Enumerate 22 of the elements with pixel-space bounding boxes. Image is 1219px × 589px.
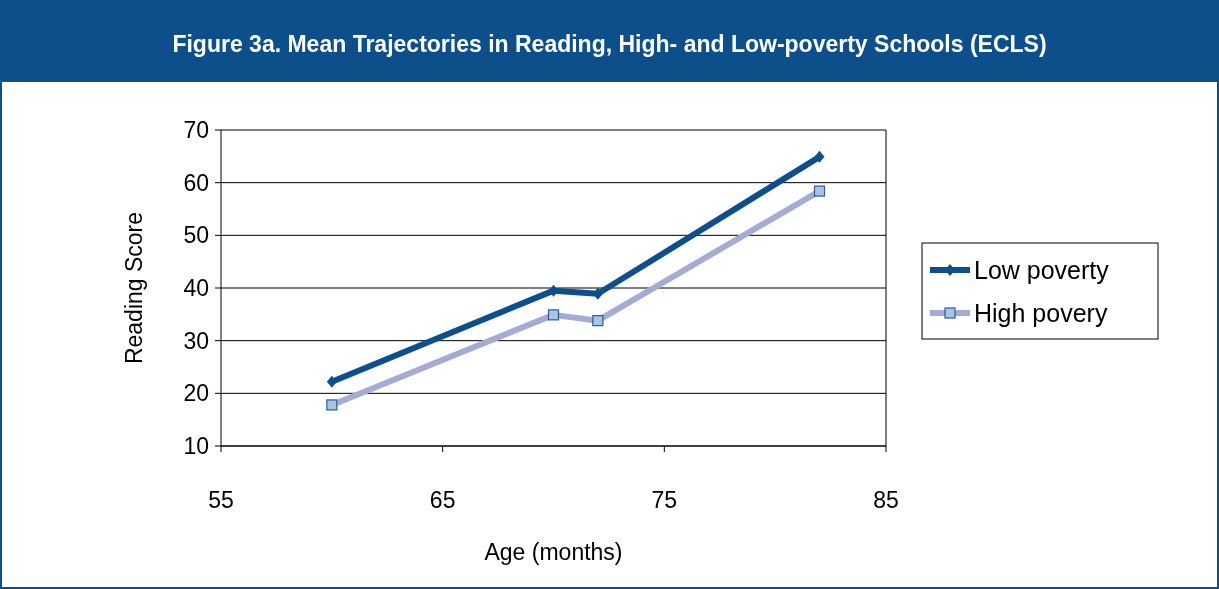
y-tick-label: 70 — [183, 117, 209, 143]
point — [814, 150, 825, 163]
y-tick-label: 60 — [183, 169, 209, 196]
point — [592, 315, 604, 327]
point — [547, 309, 560, 321]
x-tick-label: 85 — [873, 487, 899, 513]
y-tick-label: 30 — [183, 327, 209, 354]
y-tick-label: 40 — [183, 275, 209, 301]
y-tick-label: 10 — [183, 433, 209, 459]
x-axis-title: Age (months) — [484, 539, 623, 565]
point — [326, 399, 338, 411]
x-tick-label: 75 — [651, 487, 678, 513]
legend-label: Low poverty — [974, 256, 1110, 284]
y-tick-label: 20 — [183, 380, 209, 407]
point — [813, 185, 826, 197]
x-tick-label: 65 — [429, 487, 456, 513]
x-tick-label: 55 — [208, 487, 234, 513]
y-axis-title: Reading Score — [121, 211, 147, 365]
chart-title: Figure 3a. Mean Trajectories in Reading, High- and Low-poverty Schools (ECLS) — [172, 31, 1047, 57]
y-tick-label: 50 — [183, 222, 209, 249]
point — [326, 375, 337, 388]
legend-label: High povery — [974, 299, 1108, 327]
